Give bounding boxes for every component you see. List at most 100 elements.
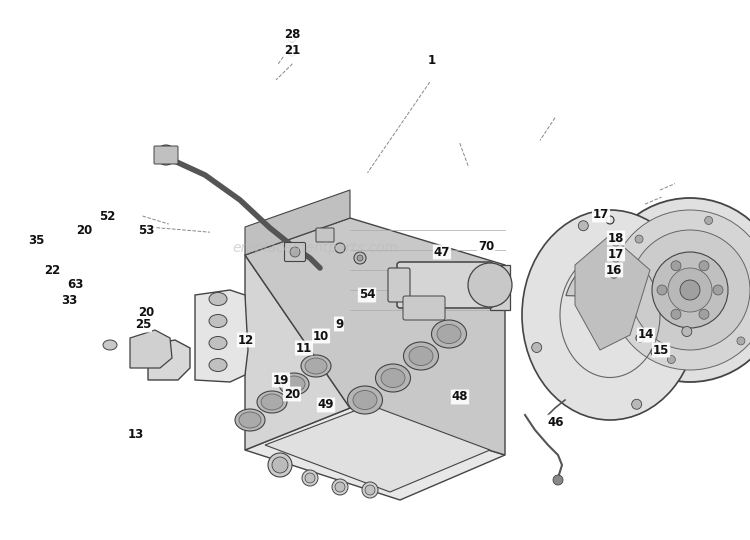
Polygon shape [245, 218, 505, 455]
Circle shape [610, 210, 750, 370]
Polygon shape [245, 190, 350, 255]
Circle shape [553, 475, 563, 485]
Circle shape [678, 278, 688, 287]
Text: 35: 35 [28, 233, 44, 246]
Ellipse shape [522, 210, 698, 420]
Ellipse shape [404, 342, 439, 370]
FancyBboxPatch shape [154, 146, 178, 164]
Circle shape [496, 266, 504, 274]
Text: 15: 15 [652, 343, 669, 356]
Text: 47: 47 [433, 246, 450, 259]
Text: 22: 22 [44, 264, 60, 276]
Text: 21: 21 [284, 44, 300, 57]
Circle shape [532, 342, 542, 353]
Circle shape [630, 230, 750, 350]
Circle shape [632, 399, 642, 409]
Ellipse shape [353, 390, 377, 409]
Circle shape [671, 309, 681, 319]
Circle shape [699, 309, 709, 319]
Circle shape [635, 235, 643, 243]
Ellipse shape [409, 347, 433, 366]
Text: 12: 12 [238, 334, 254, 347]
Text: 19: 19 [273, 374, 290, 387]
Circle shape [705, 217, 712, 225]
Circle shape [362, 482, 378, 498]
Text: 9: 9 [334, 318, 343, 330]
Text: 14: 14 [638, 328, 654, 341]
FancyBboxPatch shape [397, 262, 493, 308]
Text: ereplacementparts.com: ereplacementparts.com [232, 241, 398, 255]
Text: 17: 17 [608, 247, 624, 260]
Polygon shape [566, 257, 655, 298]
Ellipse shape [431, 320, 466, 348]
Circle shape [737, 337, 745, 345]
Text: 1: 1 [428, 53, 436, 66]
Circle shape [335, 482, 345, 492]
Circle shape [305, 473, 315, 483]
Text: 16: 16 [606, 264, 622, 276]
Ellipse shape [301, 355, 331, 377]
Text: 20: 20 [138, 306, 154, 319]
Ellipse shape [305, 358, 327, 374]
Circle shape [578, 221, 588, 231]
Circle shape [468, 263, 512, 307]
Text: 20: 20 [284, 388, 300, 401]
Circle shape [682, 327, 692, 336]
Ellipse shape [283, 376, 305, 392]
Circle shape [354, 252, 366, 264]
Ellipse shape [235, 409, 265, 431]
Text: 48: 48 [452, 390, 468, 403]
Text: 28: 28 [284, 29, 300, 42]
Text: 70: 70 [478, 240, 494, 253]
Circle shape [699, 261, 709, 271]
Text: 33: 33 [61, 294, 77, 307]
Ellipse shape [239, 412, 261, 428]
Text: 25: 25 [135, 319, 152, 332]
Circle shape [357, 255, 363, 261]
Circle shape [302, 470, 318, 486]
Circle shape [496, 296, 504, 304]
Circle shape [335, 243, 345, 253]
Circle shape [365, 485, 375, 495]
Text: 10: 10 [313, 329, 329, 342]
Text: 53: 53 [138, 224, 154, 237]
Circle shape [268, 453, 292, 477]
Polygon shape [490, 265, 510, 310]
Text: 49: 49 [318, 399, 334, 411]
Ellipse shape [381, 368, 405, 388]
Ellipse shape [376, 364, 410, 392]
FancyBboxPatch shape [316, 228, 334, 242]
FancyBboxPatch shape [403, 296, 445, 320]
Circle shape [290, 247, 300, 257]
Circle shape [668, 268, 712, 312]
Text: 13: 13 [128, 429, 144, 442]
Ellipse shape [437, 325, 461, 343]
Text: 63: 63 [67, 278, 83, 291]
FancyBboxPatch shape [388, 268, 410, 302]
Circle shape [332, 479, 348, 495]
Polygon shape [195, 290, 248, 382]
Circle shape [668, 355, 675, 363]
Circle shape [496, 281, 504, 289]
Ellipse shape [261, 394, 283, 410]
Ellipse shape [279, 373, 309, 395]
Text: 52: 52 [99, 211, 116, 224]
Ellipse shape [209, 359, 227, 372]
Circle shape [680, 280, 700, 300]
Text: 18: 18 [608, 232, 624, 245]
Ellipse shape [209, 314, 227, 327]
Circle shape [598, 198, 750, 382]
Ellipse shape [347, 386, 382, 414]
Circle shape [156, 145, 176, 165]
Circle shape [657, 285, 667, 295]
Polygon shape [265, 405, 490, 492]
FancyBboxPatch shape [284, 242, 305, 261]
Polygon shape [130, 330, 172, 368]
Ellipse shape [257, 391, 287, 413]
Text: 17: 17 [592, 208, 609, 221]
Polygon shape [245, 408, 505, 500]
Polygon shape [575, 235, 650, 350]
Text: 11: 11 [296, 341, 312, 354]
Circle shape [671, 261, 681, 271]
Polygon shape [148, 340, 190, 380]
